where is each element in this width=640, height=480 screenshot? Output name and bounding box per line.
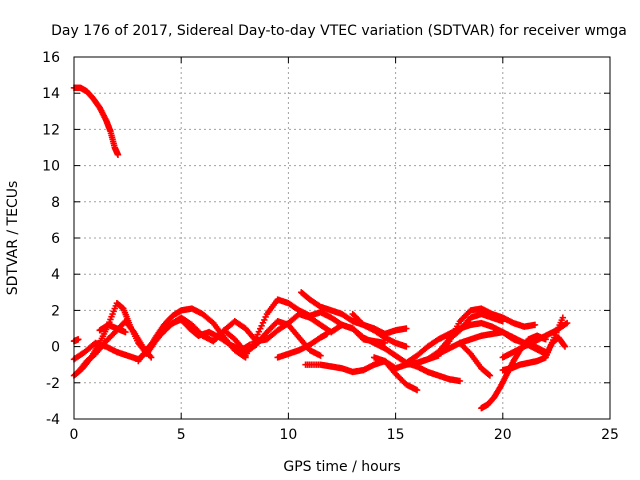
x-tick-label: 5 — [177, 427, 186, 443]
series-arc-9 — [242, 296, 464, 385]
y-tick-label: 2 — [51, 303, 60, 319]
x-tick-label: 10 — [279, 427, 297, 443]
series-arc-10 — [274, 330, 331, 361]
y-tick-label: 12 — [42, 122, 60, 138]
x-axis-label: GPS time / hours — [283, 459, 400, 475]
series-arc-6 — [96, 321, 129, 336]
y-tick-label: -4 — [46, 412, 60, 428]
data-point — [403, 343, 410, 350]
data-point — [563, 319, 571, 327]
series-arc-16 — [413, 310, 506, 367]
x-tick-label: 20 — [494, 427, 512, 443]
data-point — [317, 352, 324, 359]
data-point — [114, 151, 122, 158]
chart-title: Day 176 of 2017, Sidereal Day-to-day VTE… — [51, 23, 627, 39]
y-tick-label: -2 — [46, 376, 60, 392]
data-point — [75, 336, 82, 343]
y-axis-label: SDTVAR / TECUs — [5, 181, 21, 296]
x-tick-label: 25 — [601, 427, 619, 443]
x-tick-label: 15 — [387, 427, 405, 443]
axis-ticks: 0 5 10 15 20 25 -4 -2 0 2 4 6 8 10 12 14 16 — [42, 50, 619, 443]
data-point — [561, 343, 569, 350]
data-point — [486, 372, 494, 379]
y-tick-label: 16 — [42, 50, 60, 66]
data-point — [560, 342, 568, 349]
y-tick-label: 14 — [42, 86, 60, 102]
y-tick-label: 10 — [42, 159, 60, 175]
data-point — [485, 371, 493, 378]
series-arc-18 — [456, 339, 494, 379]
y-tick-label: 8 — [51, 195, 60, 211]
data-point — [559, 314, 567, 321]
data-point — [403, 325, 410, 332]
series-arc-22 — [542, 334, 569, 359]
y-tick-label: 4 — [51, 267, 60, 283]
series-arc-5 — [70, 336, 82, 345]
data-point — [413, 386, 421, 394]
data-point — [381, 339, 389, 347]
data-point — [147, 354, 155, 361]
series-arc-21 — [499, 319, 571, 361]
data-point — [531, 321, 539, 329]
data-point — [499, 318, 506, 325]
series-arc-13 — [349, 310, 410, 338]
y-tick-label: 6 — [51, 231, 60, 247]
y-tick-label: 0 — [51, 340, 60, 356]
data-point — [323, 330, 331, 338]
series-arc-1 — [70, 84, 122, 158]
data-series — [70, 84, 571, 412]
data-point — [456, 377, 464, 385]
x-tick-label: 0 — [70, 427, 79, 443]
data-point — [122, 328, 129, 336]
series-arc-12 — [302, 357, 421, 394]
